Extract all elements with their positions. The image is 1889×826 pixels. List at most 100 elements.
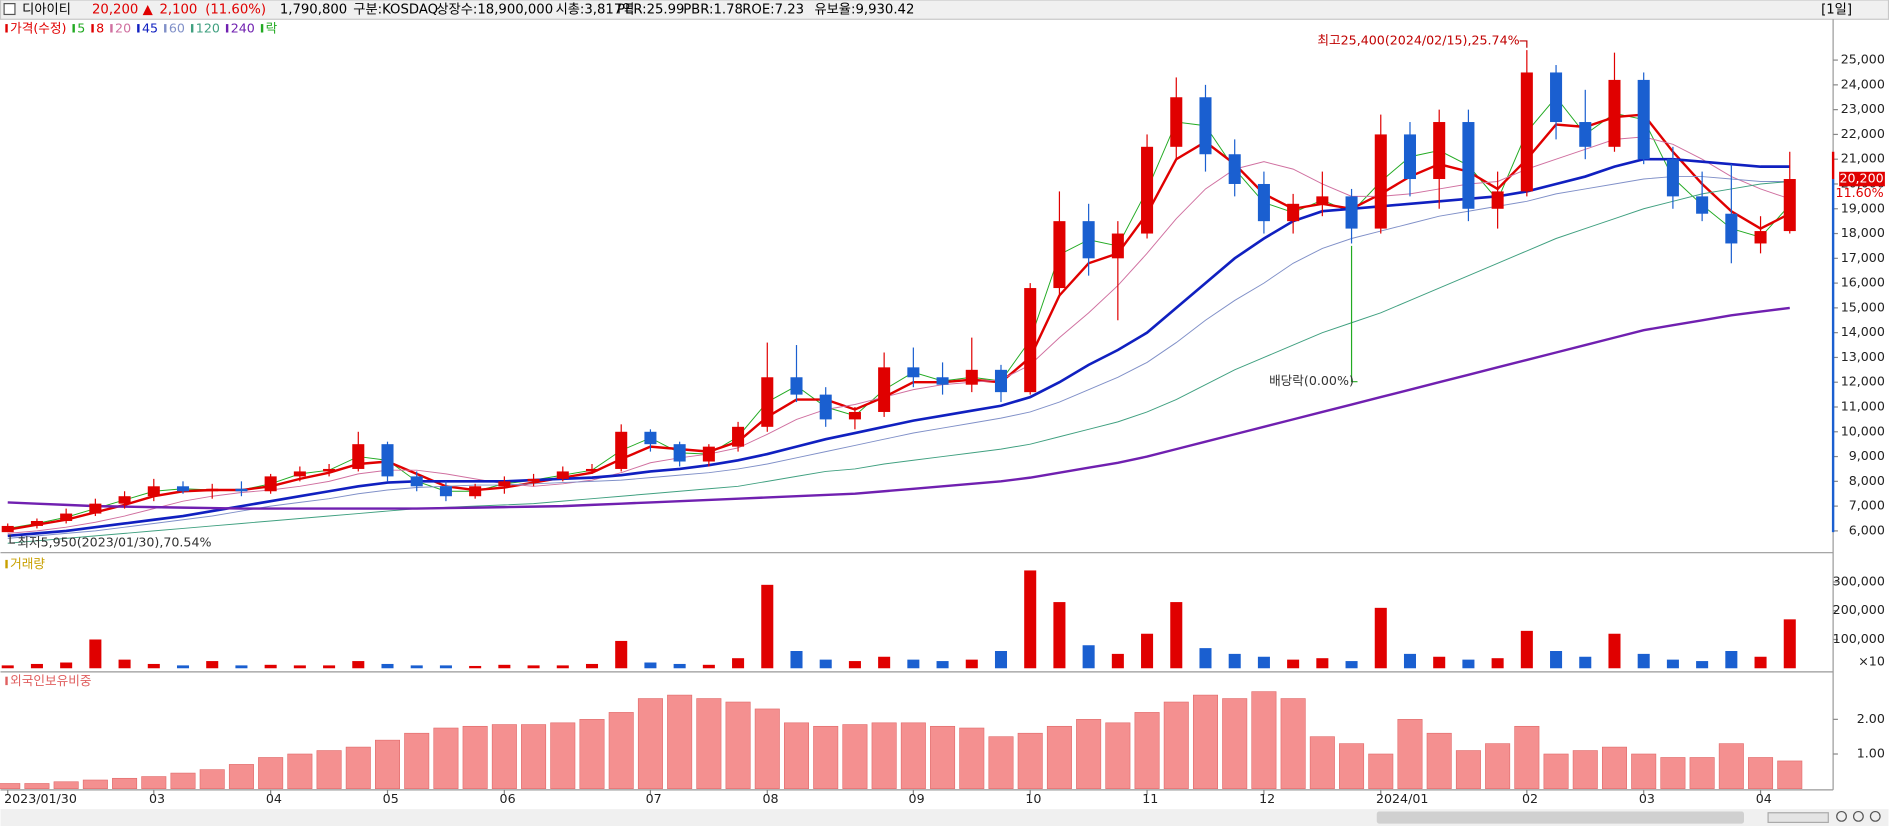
bar — [936, 661, 949, 669]
candle-body — [936, 377, 949, 385]
bar — [206, 661, 219, 669]
market-cap: 시총:3,817억 — [556, 2, 635, 18]
bar — [323, 665, 336, 669]
candle-body — [118, 496, 131, 504]
bar — [0, 783, 21, 789]
candle-body — [1053, 221, 1066, 289]
change-pct: (11.60%) — [205, 3, 266, 18]
bar — [783, 722, 809, 789]
bar — [404, 732, 430, 789]
candle-body — [1579, 122, 1592, 147]
candle-body — [1316, 196, 1329, 204]
bar — [1141, 633, 1154, 669]
bar — [608, 712, 634, 789]
bar — [439, 665, 452, 669]
bar — [60, 662, 73, 669]
bar — [352, 661, 365, 669]
bar — [1754, 656, 1767, 669]
annotation-arrow — [9, 534, 15, 544]
bar — [1689, 757, 1715, 789]
candle-body — [498, 481, 511, 487]
bar — [1251, 691, 1277, 789]
candle-body — [732, 426, 745, 447]
period[interactable]: [1일] — [1821, 2, 1852, 18]
panel-swatch — [5, 676, 8, 686]
candle-body — [761, 377, 774, 427]
stock-name: 디아이티 — [22, 2, 71, 18]
candle-body — [30, 520, 43, 526]
y-tick-label: 21,000 — [1841, 151, 1885, 166]
y-tick-label: 16,000 — [1841, 275, 1885, 290]
bar — [1053, 602, 1066, 669]
bar — [1748, 757, 1774, 789]
bar — [696, 698, 722, 789]
moving-average — [7, 136, 1790, 534]
shares: 상장수:18,900,000 — [436, 2, 553, 18]
y-tick-label: 9,000 — [1849, 448, 1885, 463]
bar — [1105, 722, 1131, 789]
x-tick-label: 04 — [266, 791, 282, 806]
panel-swatch — [5, 559, 8, 569]
zoom-buttons[interactable] — [1836, 810, 1881, 822]
candle-body — [1491, 191, 1504, 209]
bar — [112, 777, 138, 789]
candle-body — [381, 444, 394, 477]
candle-body — [994, 369, 1008, 393]
zoom-slider[interactable] — [1767, 812, 1829, 823]
y-tick-label: 11,000 — [1841, 399, 1885, 414]
legend-swatch — [110, 24, 113, 33]
annotation-dividend: 배당락(0.00%) — [1269, 373, 1354, 388]
bar — [1608, 633, 1621, 669]
x-tick-label: 05 — [383, 791, 399, 806]
bar — [1163, 701, 1189, 789]
y-tick-label: 14,000 — [1841, 324, 1885, 339]
bar — [1082, 645, 1095, 669]
bar — [615, 640, 628, 669]
bar — [761, 584, 774, 669]
bar — [527, 665, 540, 669]
bar — [819, 659, 832, 669]
legend-swatch — [72, 24, 75, 33]
candle-body — [1520, 72, 1533, 192]
x-tick-label: 06 — [500, 791, 516, 806]
bar — [498, 664, 511, 669]
y-tick-label: 8,000 — [1849, 473, 1885, 488]
bar — [585, 663, 599, 669]
bar — [702, 664, 715, 669]
x-tick-label: 10 — [1025, 791, 1041, 806]
x-tick-label: 07 — [646, 791, 662, 806]
legend-item: 60 — [169, 20, 185, 35]
bar — [1309, 736, 1335, 789]
bar — [550, 722, 576, 789]
bar — [462, 725, 488, 789]
candle-body — [1462, 122, 1475, 209]
scroll-thumb[interactable] — [1376, 811, 1745, 824]
annotation-low: 최저5,950(2023/01/30),70.54% — [17, 535, 211, 550]
candle-body — [469, 486, 482, 497]
bar — [433, 727, 459, 789]
candle-body — [1725, 213, 1738, 244]
bar — [410, 665, 423, 669]
legend-price: 가격(수정) — [10, 20, 66, 35]
y-tick-label: 18,000 — [1841, 225, 1885, 240]
legend-swatch — [91, 24, 94, 33]
candle-body — [1374, 134, 1387, 229]
bar — [491, 724, 517, 789]
bar — [381, 663, 394, 669]
legend-item: 8 — [96, 20, 104, 35]
bar — [1666, 659, 1679, 669]
moving-average — [7, 113, 1791, 531]
annotation-high: 최고25,400(2024/02/15),25.74% — [1317, 32, 1519, 47]
candle-body — [1550, 72, 1563, 123]
candle-body — [644, 431, 657, 445]
y-tick-label: 23,000 — [1841, 101, 1885, 116]
price-marker: 20,200 — [1839, 171, 1883, 186]
x-tick-label: 2023/01/30 — [4, 791, 77, 806]
window-icon[interactable] — [3, 3, 16, 16]
y-tick-label: 300,000 — [1833, 573, 1885, 588]
bar — [53, 781, 79, 789]
candle-body — [878, 367, 891, 412]
bar — [287, 753, 313, 789]
bar — [375, 739, 401, 789]
